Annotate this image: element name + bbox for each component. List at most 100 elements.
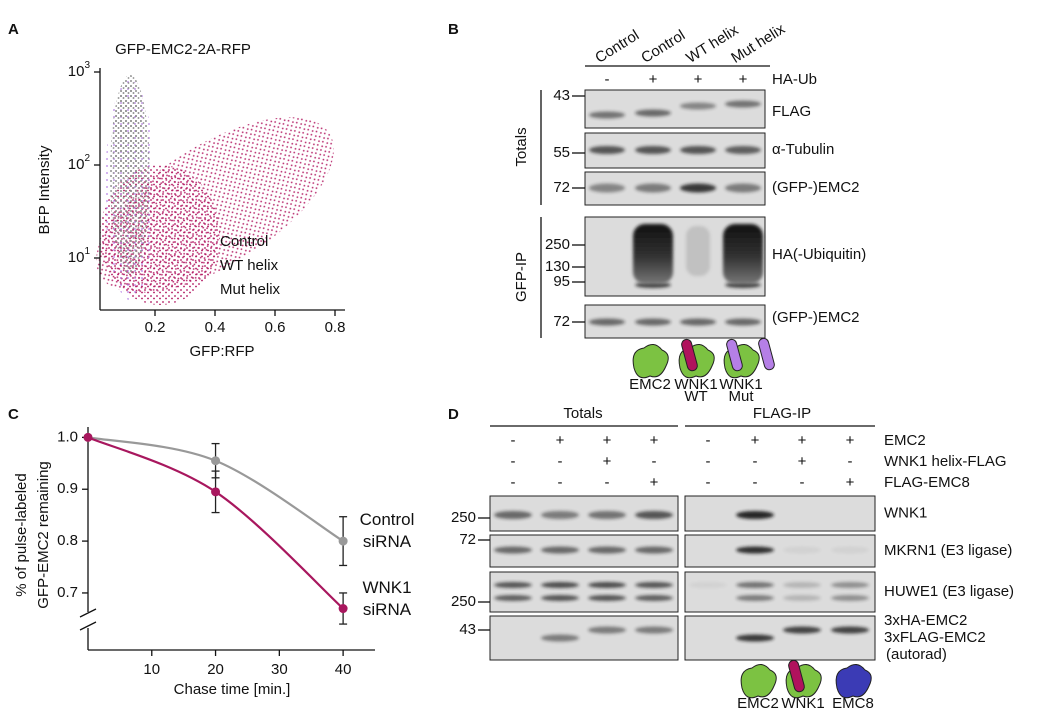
band: [680, 318, 716, 326]
band: [635, 582, 673, 588]
mw-marker: 55: [553, 144, 570, 161]
y-tick-label: 0.8: [57, 532, 78, 549]
tick-exponent: 1: [84, 246, 90, 257]
condition-sign: +: [846, 432, 855, 449]
band: [635, 511, 673, 519]
axis-break: [79, 621, 97, 631]
data-point: [83, 432, 93, 442]
protein-icon: [632, 344, 669, 379]
protein-icon: [740, 664, 777, 699]
blot: [489, 571, 679, 613]
mw-marker: 250: [451, 509, 476, 526]
band: [783, 582, 821, 588]
band: [588, 595, 626, 601]
condition-sign: +: [556, 432, 565, 449]
band: [541, 595, 579, 601]
condition-sign: -: [558, 474, 563, 491]
band: [541, 511, 579, 519]
band: [541, 546, 579, 554]
lane-label: Control: [592, 27, 642, 67]
y-axis-label: % of pulse-labeled: [13, 473, 30, 596]
x-tick-label: 30: [271, 661, 288, 678]
mw-marker: 95: [553, 273, 570, 290]
band: [736, 582, 774, 588]
helix-icon: [788, 659, 805, 693]
band: [635, 626, 673, 634]
y-tick-label: 1.0: [57, 428, 78, 445]
band: [541, 582, 579, 588]
data-point: [338, 536, 348, 546]
blot-label: (GFP-)EMC2: [772, 309, 860, 326]
x-axis-label: GFP:RFP: [189, 343, 254, 360]
band: [588, 546, 626, 554]
band: [680, 146, 716, 154]
y-tick-label: 0.9: [57, 480, 78, 497]
condition-sign: -: [605, 71, 610, 88]
band: [689, 582, 727, 588]
x-tick-label: 0.6: [265, 319, 286, 336]
y-tick-label: 102: [68, 153, 91, 173]
condition-sign: -: [706, 453, 711, 470]
band: [736, 511, 774, 519]
condition-sign: -: [706, 474, 711, 491]
blot: [684, 571, 876, 613]
band: [725, 318, 761, 326]
band: [589, 318, 625, 326]
panel-label: C: [8, 406, 19, 423]
band: [831, 582, 869, 588]
mw-marker: 250: [545, 236, 570, 253]
band: [725, 146, 761, 154]
data-point: [211, 487, 221, 497]
condition-sign: -: [605, 474, 610, 491]
group-label: Totals: [513, 127, 530, 166]
blot: [584, 89, 766, 129]
condition-sign: +: [603, 432, 612, 449]
blot: [684, 615, 876, 661]
series-label: WNK1 siRNA: [362, 577, 412, 619]
condition-sign: +: [751, 432, 760, 449]
band: [635, 146, 671, 154]
blot-note: (autorad): [886, 646, 947, 663]
y-axis-label: BFP Intensity: [36, 145, 53, 234]
band: [635, 318, 671, 326]
tick-base: 10: [68, 249, 85, 266]
icon-label: EMC2: [629, 376, 671, 393]
band: [494, 511, 532, 519]
condition-label: HA-Ub: [772, 71, 817, 88]
condition-sign: +: [798, 453, 807, 470]
x-tick-label: 0.4: [205, 319, 226, 336]
axis-break: [79, 608, 97, 618]
icon-label: WT: [684, 388, 707, 405]
tick-base: 10: [68, 156, 85, 173]
mw-marker: 250: [451, 593, 476, 610]
blot-label: FLAG: [772, 103, 811, 120]
band: [783, 595, 821, 601]
condition-sign: +: [846, 474, 855, 491]
x-tick-label: 20: [207, 661, 224, 678]
band: [783, 546, 821, 554]
band: [831, 546, 869, 554]
mw-marker: 43: [553, 87, 570, 104]
condition-sign: +: [650, 474, 659, 491]
group-label: FLAG-IP: [753, 405, 811, 422]
panel-label: B: [448, 21, 459, 38]
band: [541, 634, 579, 642]
band: [635, 546, 673, 554]
condition-sign: +: [650, 432, 659, 449]
band: [736, 546, 774, 554]
series-label: Control siRNA: [359, 510, 415, 552]
x-tick-label: 0.8: [325, 319, 346, 336]
smear: [686, 226, 710, 276]
band: [725, 183, 761, 193]
condition-label: EMC2: [884, 432, 926, 449]
icon-label: WNK1: [781, 695, 824, 712]
lane-label: Control: [638, 27, 688, 67]
data-point: [211, 456, 221, 466]
lane-label: Mut helix: [728, 20, 788, 66]
condition-sign: -: [706, 432, 711, 449]
condition-sign: +: [739, 71, 748, 88]
panel-label: A: [8, 21, 19, 38]
blot-label: 3xFLAG-EMC2: [884, 629, 986, 646]
